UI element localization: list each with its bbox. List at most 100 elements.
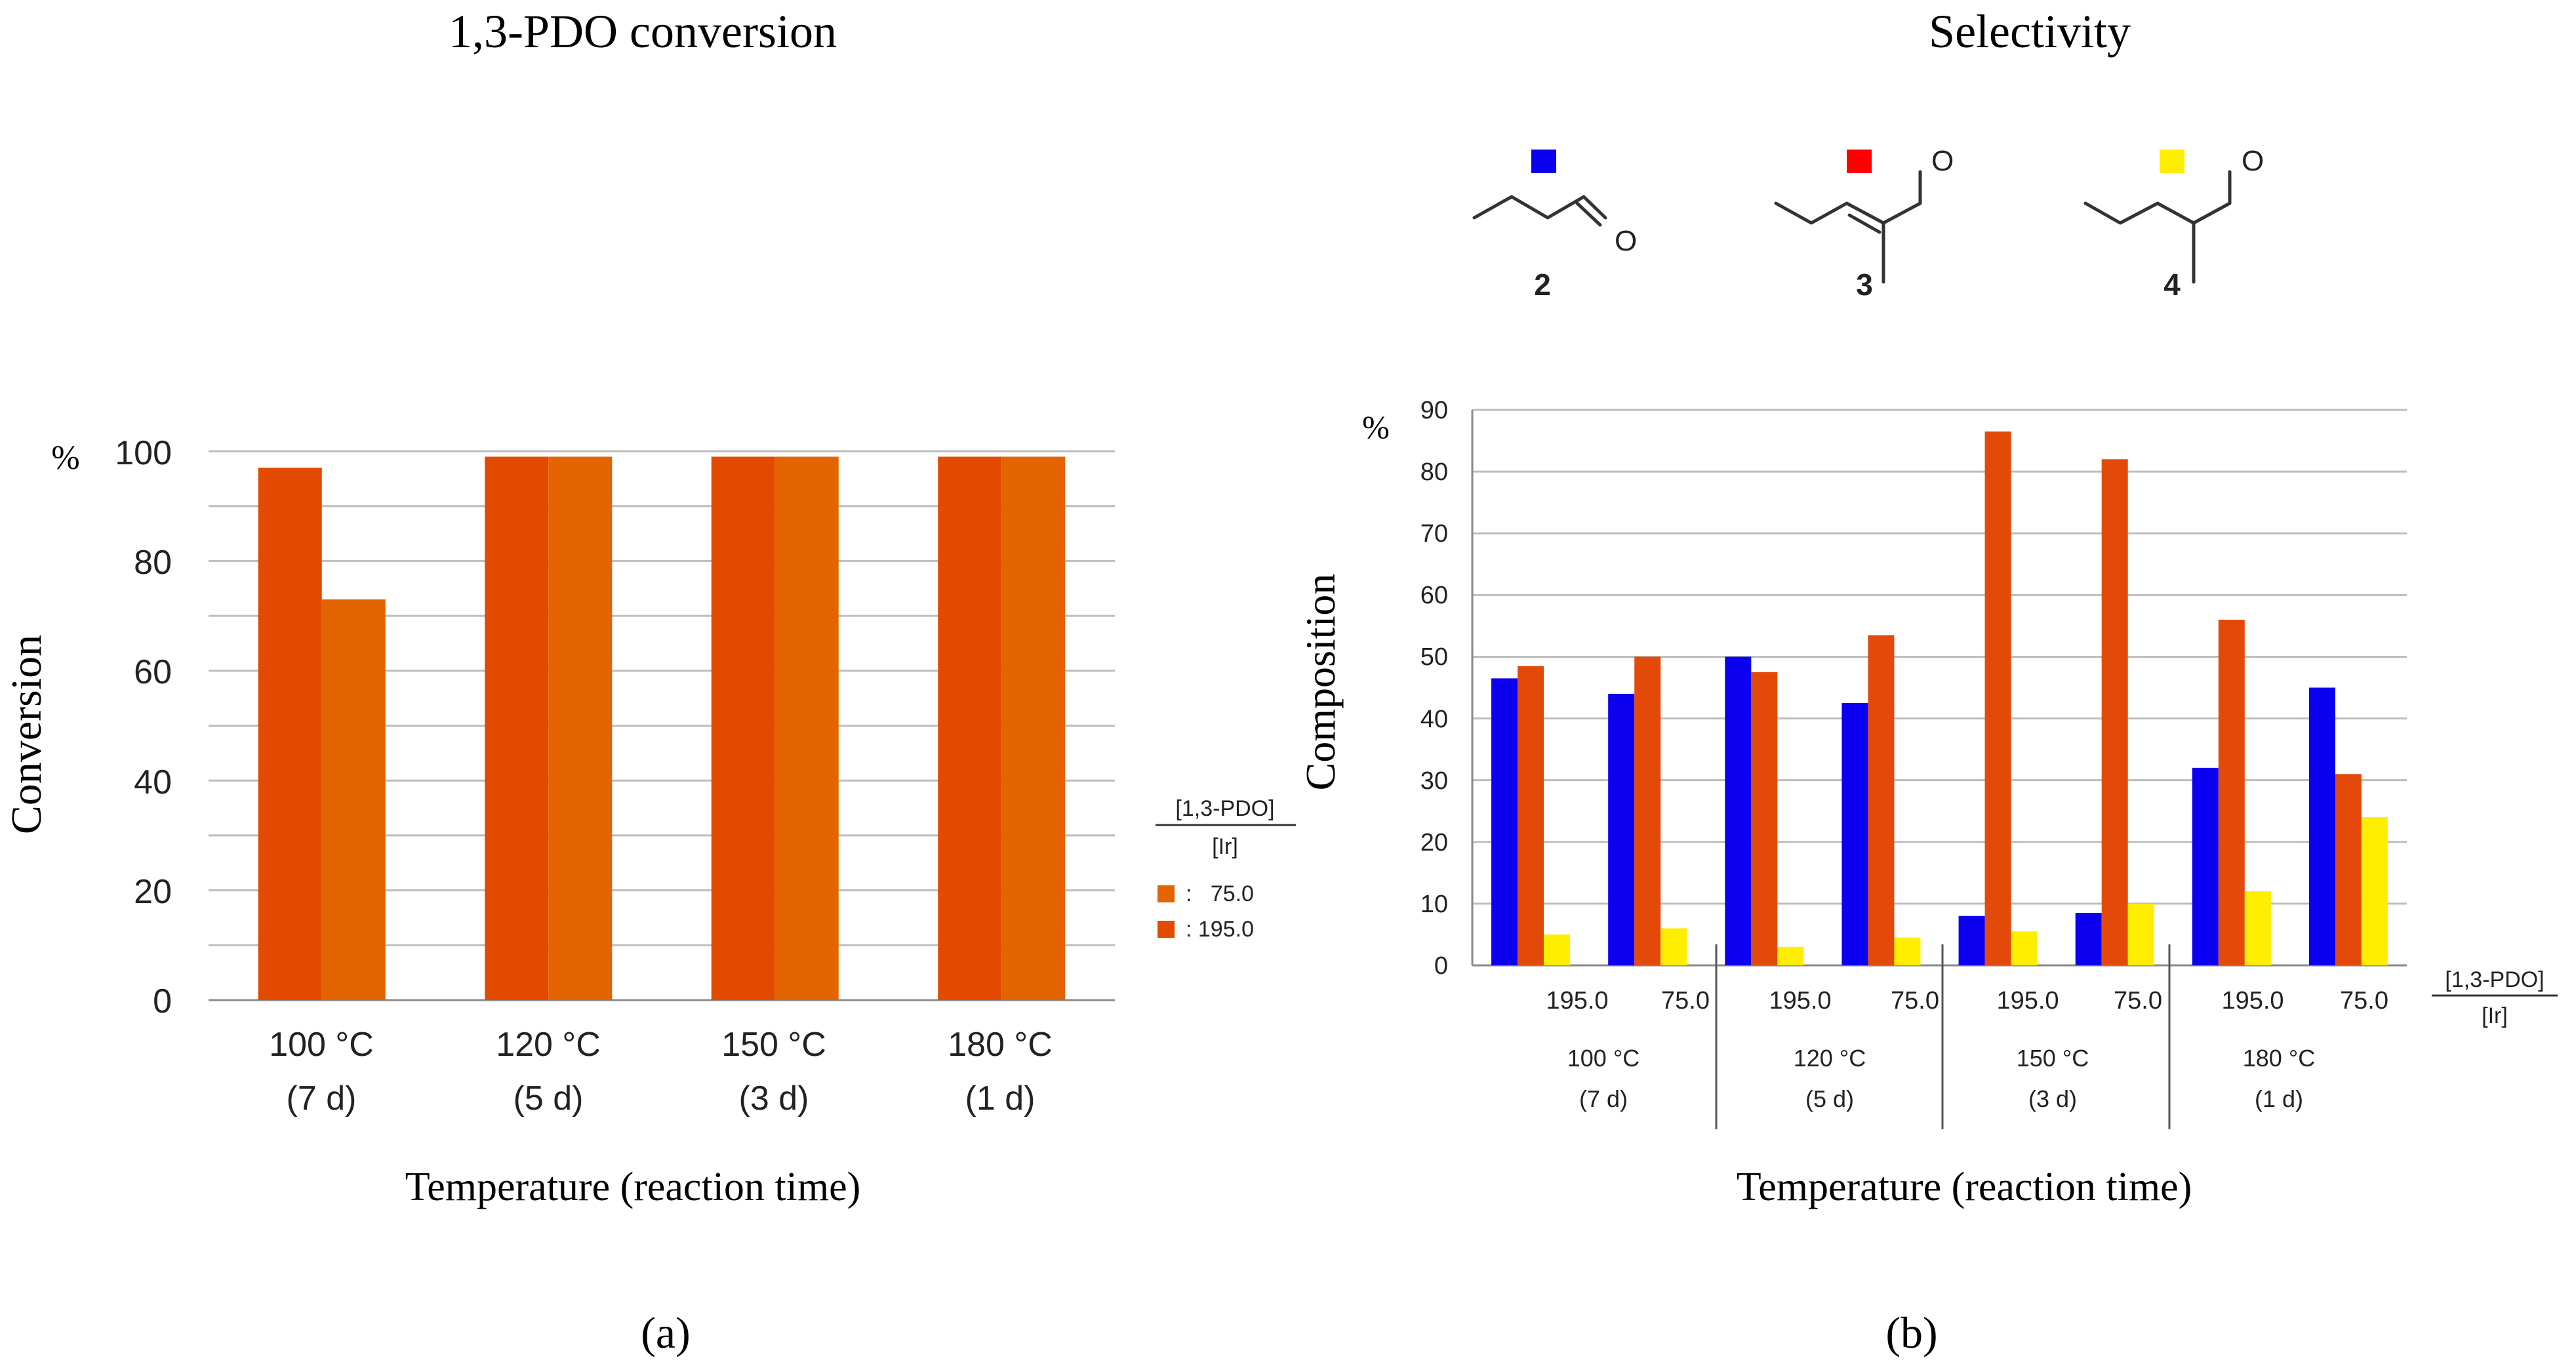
panel-b-bars: [1491, 431, 2388, 965]
a-bar-75.0-2: [775, 456, 839, 1000]
a-xtick-time: (3 d): [739, 1079, 809, 1118]
b-bar-compound-3-0: [1518, 666, 1544, 965]
b-bar-compound-4-6: [2244, 891, 2271, 965]
panel-a-caption: (a): [641, 1308, 690, 1358]
b-bar-compound-2-3: [1841, 703, 1868, 965]
b-group-time: (5 d): [1805, 1085, 1854, 1112]
panel-a-y-axis-title: Conversion: [3, 635, 50, 834]
a-bar-75.0-1: [548, 456, 613, 1000]
b-bar-compound-2-1: [1608, 693, 1635, 965]
legend-swatch-75: [1157, 885, 1175, 902]
panel-b: Selectivity O 2 O 3: [1297, 5, 2558, 1358]
panel-b-y-tick-labels: 0 10 20 30 40 50 60 70 80 90: [1420, 397, 1448, 980]
b-group-time: (7 d): [1579, 1085, 1628, 1112]
b-group-temp: 120 °C: [1794, 1045, 1866, 1072]
panel-a-x-tick-labels: 100 °C (7 d) 120 °C (5 d) 150 °C (3 d) 1…: [269, 1026, 1053, 1118]
b-bar-compound-2-5: [2075, 913, 2102, 965]
panel-a-percent-label: %: [51, 439, 79, 477]
legend-swatch-195: [1157, 921, 1175, 938]
b-xtick: 75.0: [2114, 987, 2162, 1015]
b-xtick: 75.0: [1661, 987, 1710, 1015]
b-group-temp: 100 °C: [1567, 1045, 1640, 1072]
panel-a: 1,3-PDO conversion % Conversion 0 20 40 …: [3, 5, 1296, 1358]
panel-a-x-axis-title: Temperature (reaction time): [405, 1165, 861, 1209]
compound-legend: O 2 O 3 O 4: [1472, 145, 2264, 302]
a-xtick-time: (7 d): [287, 1079, 357, 1118]
legend-title-bottom: [Ir]: [1212, 834, 1238, 859]
compound-2-oxygen: O: [1615, 225, 1637, 257]
a-xtick-temp: 120 °C: [496, 1026, 601, 1064]
b-bar-compound-4-4: [2011, 931, 2038, 965]
panel-a-title: 1,3-PDO conversion: [449, 5, 837, 58]
compound-3: O 3: [1774, 145, 1954, 302]
b-bar-compound-3-5: [2101, 459, 2128, 965]
b-ytick: 0: [1434, 952, 1448, 980]
compound-3-oxygen: O: [1931, 145, 1954, 177]
b-bar-compound-4-7: [2361, 817, 2388, 965]
compound-4-structure: [2083, 170, 2232, 225]
b-ytick: 30: [1420, 767, 1448, 795]
b-bar-compound-4-0: [1544, 934, 1571, 965]
b-bar-compound-3-2: [1751, 672, 1778, 965]
compound-2-structure: [1472, 195, 1607, 220]
b-bar-compound-2-2: [1725, 656, 1752, 965]
panel-a-y-tick-labels: 0 20 40 60 80 100: [115, 434, 172, 1020]
panel-b-title: Selectivity: [1929, 5, 2131, 58]
panel-a-legend: [1,3-PDO] [Ir] : 75.0 : 195.0: [1156, 796, 1296, 942]
b-ytick: 20: [1420, 829, 1448, 856]
b-bar-compound-2-6: [2192, 767, 2219, 965]
compound-4-swatch: [2160, 150, 2184, 173]
a-bar-75.0-0: [321, 599, 386, 1000]
a-xtick-temp: 180 °C: [948, 1026, 1053, 1064]
a-xtick-temp: 150 °C: [721, 1026, 826, 1064]
panel-b-group-labels: 100 °C (7 d) 120 °C (5 d) 150 °C (3 d) 1…: [1567, 1045, 2315, 1112]
b-bar-compound-3-3: [1868, 635, 1895, 965]
b-group-temp: 180 °C: [2243, 1045, 2315, 1072]
a-xtick-temp: 100 °C: [269, 1026, 374, 1064]
compound-2: O 2: [1472, 150, 1637, 302]
a-ytick-20: 20: [134, 873, 172, 911]
a-ytick-40: 40: [134, 763, 172, 801]
panel-b-y-axis-title: Composition: [1297, 574, 1344, 791]
compound-4: O 4: [2083, 145, 2264, 302]
compound-4-oxygen: O: [2242, 145, 2264, 177]
compound-2-number: 2: [1534, 268, 1551, 302]
a-bar-195.0-2: [711, 456, 775, 1000]
b-xtick: 195.0: [2221, 987, 2284, 1015]
compound-2-swatch: [1531, 150, 1556, 173]
b-bar-compound-4-2: [1777, 946, 1804, 965]
a-bar-75.0-3: [1001, 456, 1066, 1000]
legend-title-top: [1,3-PDO]: [1175, 796, 1274, 821]
a-bar-195.0-3: [938, 456, 1002, 1000]
compound-3-swatch: [1847, 150, 1872, 173]
a-ytick-0: 0: [153, 982, 172, 1020]
b-ytick: 40: [1420, 706, 1448, 733]
legend-label-75: : 75.0: [1186, 881, 1254, 906]
panel-b-percent-label: %: [1362, 409, 1390, 445]
panel-a-bars: [258, 456, 1066, 1000]
panel-b-ratio-labels: 195.0 75.0 195.0 75.0 195.0 75.0 195.0 7…: [1546, 987, 2388, 1015]
compound-3-structure: [1774, 170, 1922, 225]
compound-3-number: 3: [1856, 268, 1873, 302]
b-bar-compound-4-5: [2127, 903, 2154, 965]
b-bar-compound-3-1: [1634, 656, 1661, 965]
ratio-label-bottom: [Ir]: [2482, 1003, 2508, 1028]
b-bar-compound-2-4: [1958, 916, 1985, 965]
a-ytick-60: 60: [134, 653, 172, 691]
b-ytick: 50: [1420, 643, 1448, 671]
a-ytick-100: 100: [115, 434, 172, 472]
compound-2-double-bond: [1575, 201, 1602, 227]
b-bar-compound-2-0: [1491, 678, 1518, 965]
b-ytick: 60: [1420, 582, 1448, 609]
b-xtick: 75.0: [2340, 987, 2388, 1015]
b-group-time: (3 d): [2028, 1085, 2077, 1112]
b-group-temp: 150 °C: [2017, 1045, 2089, 1072]
panel-b-x-axis-title: Temperature (reaction time): [1737, 1165, 2192, 1209]
b-xtick: 195.0: [1996, 987, 2059, 1015]
legend-label-195: : 195.0: [1186, 917, 1254, 942]
b-xtick: 75.0: [1891, 987, 1939, 1015]
b-ytick: 90: [1420, 397, 1448, 424]
b-ytick: 80: [1420, 458, 1448, 486]
b-xtick: 195.0: [1769, 987, 1831, 1015]
b-bar-compound-3-4: [1984, 431, 2011, 965]
